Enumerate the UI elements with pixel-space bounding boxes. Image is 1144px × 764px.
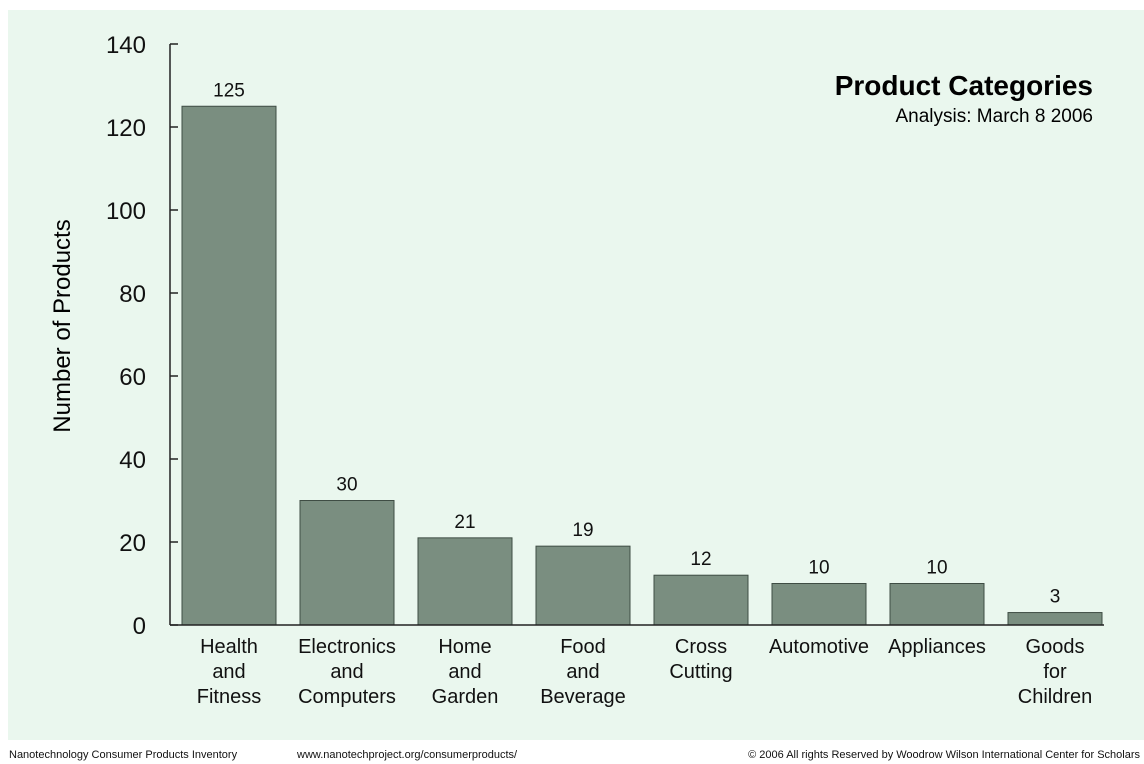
y-tick-label: 100 <box>106 198 146 225</box>
y-axis-ticks-group: 0 20 40 60 80 100 120 140 <box>106 32 178 640</box>
y-tick-label: 60 <box>119 364 146 391</box>
x-axis-labels-group: Health and Fitness Electronics and Computers H… <box>197 636 1092 708</box>
y-tick-label: 20 <box>119 530 146 557</box>
footer-copyright: © 2006 All rights Reserved by Woodrow Wi… <box>748 749 1140 761</box>
bar <box>771 583 867 626</box>
x-tick-label: Automotive <box>769 636 869 658</box>
x-tick-label: Food and Beverage <box>540 636 626 708</box>
bar-value-label: 10 <box>926 558 947 579</box>
footer-source: Nanotechnology Consumer Products Invento… <box>9 749 238 761</box>
bar-value-label: 30 <box>336 475 357 496</box>
bar-value-label: 10 <box>808 558 829 579</box>
bar-value-label: 3 <box>1050 587 1061 608</box>
x-tick-label: Health and Fitness <box>197 636 261 708</box>
x-tick-label: Goods for Children <box>1018 636 1092 708</box>
bar-value-label: 21 <box>454 512 475 533</box>
bar <box>417 537 513 626</box>
x-tick-label: Home and Garden <box>432 636 499 708</box>
bar <box>299 500 395 626</box>
bar <box>535 545 631 626</box>
y-tick-label: 0 <box>133 613 146 640</box>
value-labels-group: 125 30 21 19 12 10 10 3 <box>213 80 1060 607</box>
bar-value-label: 125 <box>213 80 245 101</box>
chart-title: Product Categories <box>835 70 1093 101</box>
bar <box>181 105 277 626</box>
y-tick-label: 140 <box>106 32 146 59</box>
y-axis-label: Number of Products <box>49 219 76 432</box>
y-tick-label: 40 <box>119 447 146 474</box>
y-tick-label: 80 <box>119 281 146 308</box>
x-tick-label: Appliances <box>888 636 986 658</box>
footer-url: www.nanotechproject.org/consumerproducts… <box>297 749 518 761</box>
chart-subtitle: Analysis: March 8 2006 <box>896 106 1094 127</box>
bar <box>653 574 749 626</box>
x-tick-label: Cross Cutting <box>669 636 732 683</box>
bar-value-label: 12 <box>690 549 711 570</box>
x-tick-label: Electronics and Computers <box>298 636 396 708</box>
bar-value-label: 19 <box>572 520 593 541</box>
y-tick-label: 120 <box>106 115 146 142</box>
bar <box>1007 612 1103 626</box>
bars-group <box>181 105 1103 626</box>
bar <box>889 583 985 626</box>
